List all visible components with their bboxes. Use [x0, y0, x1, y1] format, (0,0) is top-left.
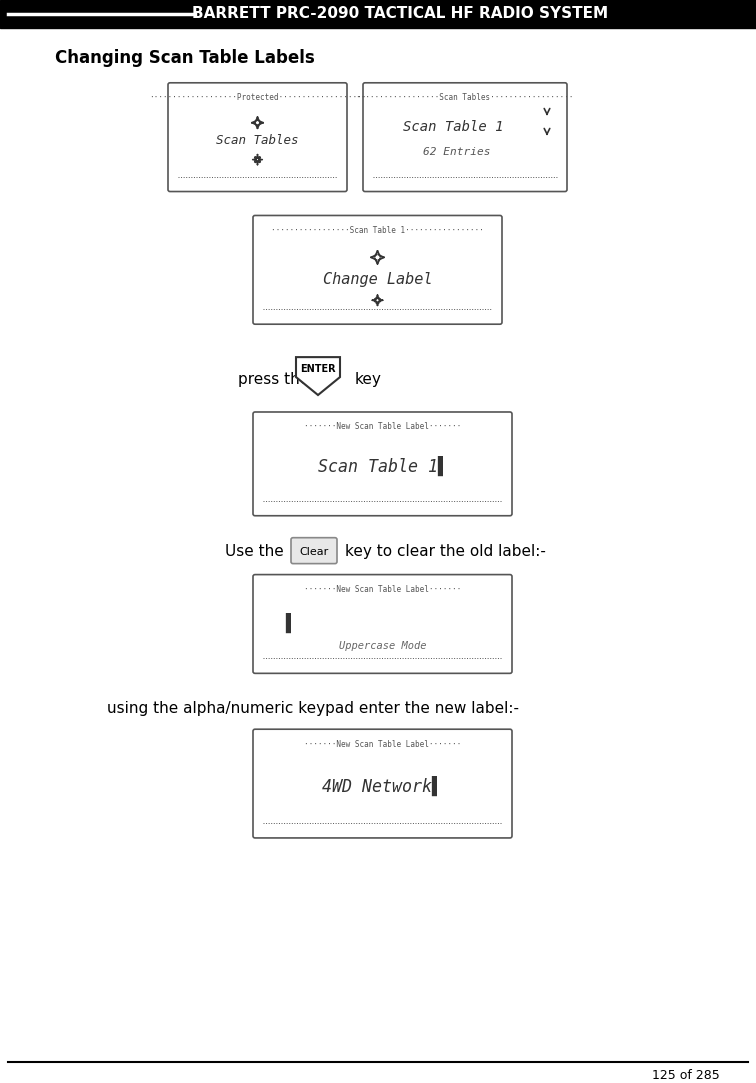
Text: ·······New Scan Table Label·······: ·······New Scan Table Label······· — [304, 585, 461, 595]
Text: 125 of 285: 125 of 285 — [652, 1069, 720, 1082]
Text: using the alpha/numeric keypad enter the new label:-: using the alpha/numeric keypad enter the… — [107, 701, 519, 716]
Text: Change Label: Change Label — [323, 272, 432, 287]
Text: Clear: Clear — [299, 547, 329, 557]
FancyBboxPatch shape — [253, 216, 502, 324]
Text: BARRETT PRC-2090 TACTICAL HF RADIO SYSTEM: BARRETT PRC-2090 TACTICAL HF RADIO SYSTE… — [192, 6, 608, 22]
FancyBboxPatch shape — [253, 729, 512, 838]
FancyBboxPatch shape — [291, 537, 337, 563]
Text: 62 Entries: 62 Entries — [423, 146, 491, 157]
Text: key to clear the old label:-: key to clear the old label:- — [345, 544, 546, 559]
Polygon shape — [296, 357, 340, 395]
Text: press the: press the — [238, 371, 309, 387]
Text: Scan Table 1▌: Scan Table 1▌ — [318, 456, 448, 475]
Text: Uppercase Mode: Uppercase Mode — [339, 641, 426, 651]
Text: ··················Scan Tables··················: ··················Scan Tables···········… — [356, 93, 574, 102]
Text: ·················Scan Table 1·················: ·················Scan Table 1···········… — [271, 226, 484, 235]
Text: Changing Scan Table Labels: Changing Scan Table Labels — [55, 49, 314, 67]
Text: ·······New Scan Table Label·······: ·······New Scan Table Label······· — [304, 740, 461, 748]
Text: Scan Tables: Scan Tables — [216, 134, 299, 147]
Bar — [0, 0, 756, 28]
Text: Use the: Use the — [225, 544, 284, 559]
Text: ▌: ▌ — [285, 612, 295, 632]
Text: key: key — [355, 371, 382, 387]
Text: ·······New Scan Table Label·······: ·······New Scan Table Label······· — [304, 422, 461, 431]
FancyBboxPatch shape — [253, 575, 512, 674]
FancyBboxPatch shape — [253, 412, 512, 516]
Text: 4WD Network▌: 4WD Network▌ — [323, 777, 442, 796]
FancyBboxPatch shape — [168, 82, 347, 192]
Text: Scan Table 1: Scan Table 1 — [403, 120, 503, 133]
FancyBboxPatch shape — [363, 82, 567, 192]
Text: ···················Protected···················: ···················Protected············… — [149, 93, 366, 102]
Text: ENTER: ENTER — [300, 364, 336, 374]
